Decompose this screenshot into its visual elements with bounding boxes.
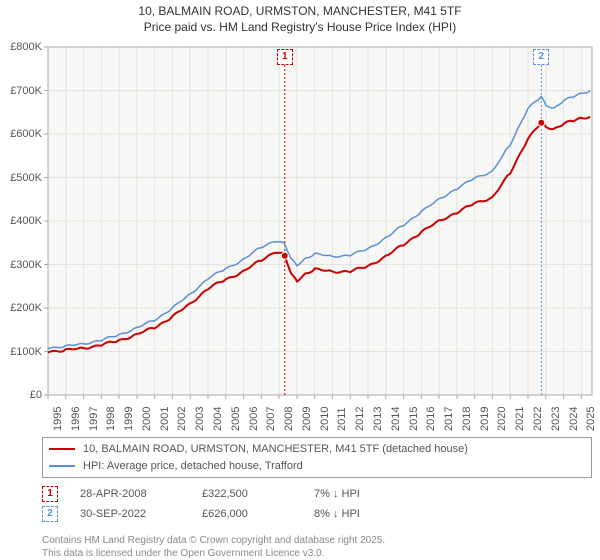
x-tick-label: 2004 xyxy=(212,407,224,431)
y-tick-label: £300K xyxy=(10,259,42,271)
x-tick-label: 2001 xyxy=(159,407,171,431)
annotation-marker: 2 xyxy=(42,506,58,522)
annotation-price: £626,000 xyxy=(202,508,292,520)
legend-row: 10, BALMAIN ROAD, URMSTON, MANCHESTER, M… xyxy=(49,441,585,458)
x-tick-label: 2003 xyxy=(194,407,206,431)
x-tick-label: 2007 xyxy=(265,407,277,431)
annotation-delta: 8% ↓ HPI xyxy=(314,508,404,520)
y-tick-label: £800K xyxy=(10,41,42,53)
x-tick-label: 2013 xyxy=(372,407,384,431)
x-tick-label: 2008 xyxy=(283,407,295,431)
annotation-row: 1 28-APR-2008 £322,500 7% ↓ HPI xyxy=(42,484,592,504)
x-tick-label: 2021 xyxy=(514,407,526,431)
x-tick-label: 2015 xyxy=(408,407,420,431)
chart-marker-2: 2 xyxy=(533,49,549,65)
legend-label: 10, BALMAIN ROAD, URMSTON, MANCHESTER, M… xyxy=(83,441,468,458)
chart-svg xyxy=(0,35,600,435)
x-tick-label: 1997 xyxy=(88,407,100,431)
y-tick-label: £500K xyxy=(10,172,42,184)
y-tick-label: £400K xyxy=(10,215,42,227)
annotation-marker: 1 xyxy=(42,486,58,502)
annotation-date: 28-APR-2008 xyxy=(80,488,180,500)
y-tick-label: £0 xyxy=(30,389,42,401)
x-tick-label: 2016 xyxy=(425,407,437,431)
annotation-table: 1 28-APR-2008 £322,500 7% ↓ HPI 2 30-SEP-2022… xyxy=(42,484,592,524)
annotation-price: £322,500 xyxy=(202,488,292,500)
x-tick-label: 2018 xyxy=(461,407,473,431)
x-tick-label: 2002 xyxy=(176,407,188,431)
x-tick-label: 2012 xyxy=(354,407,366,431)
x-tick-label: 1996 xyxy=(70,407,82,431)
legend-label: HPI: Average price, detached house, Traf… xyxy=(83,458,303,475)
legend-swatch xyxy=(49,465,75,467)
legend-row: HPI: Average price, detached house, Traf… xyxy=(49,458,585,475)
x-tick-label: 2009 xyxy=(301,407,313,431)
footnote-line-1: Contains HM Land Registry data © Crown c… xyxy=(42,534,592,547)
chart-marker-1: 1 xyxy=(277,49,293,65)
annotation-date: 30-SEP-2022 xyxy=(80,508,180,520)
x-tick-label: 2014 xyxy=(390,407,402,431)
x-tick-label: 2017 xyxy=(443,407,455,431)
x-tick-label: 2022 xyxy=(532,407,544,431)
x-tick-label: 2023 xyxy=(550,407,562,431)
legend-swatch xyxy=(49,448,75,450)
x-tick-label: 2019 xyxy=(479,407,491,431)
x-tick-label: 2020 xyxy=(496,407,508,431)
x-tick-label: 1999 xyxy=(123,407,135,431)
chart-area: £0 £100K £200K £300K £400K £500K £600K £700K £80… xyxy=(0,35,600,435)
y-tick-label: £600K xyxy=(10,128,42,140)
title-line-1: 10, BALMAIN ROAD, URMSTON, MANCHESTER, M… xyxy=(0,4,600,20)
x-tick-label: 2006 xyxy=(248,407,260,431)
chart-title-block: 10, BALMAIN ROAD, URMSTON, MANCHESTER, M… xyxy=(0,0,600,35)
x-tick-label: 2000 xyxy=(141,407,153,431)
annotation-delta: 7% ↓ HPI xyxy=(314,488,404,500)
x-tick-label: 2025 xyxy=(585,407,597,431)
x-tick-label: 1995 xyxy=(52,407,64,431)
y-tick-label: £100K xyxy=(10,346,42,358)
footnote-line-2: This data is licensed under the Open Gov… xyxy=(42,547,592,560)
x-tick-label: 2024 xyxy=(568,407,580,431)
x-tick-label: 2005 xyxy=(230,407,242,431)
annotation-row: 2 30-SEP-2022 £626,000 8% ↓ HPI xyxy=(42,504,592,524)
footnote: Contains HM Land Registry data © Crown c… xyxy=(42,534,592,560)
x-tick-label: 2010 xyxy=(319,407,331,431)
x-tick-label: 1998 xyxy=(105,407,117,431)
y-tick-label: £700K xyxy=(10,85,42,97)
legend: 10, BALMAIN ROAD, URMSTON, MANCHESTER, M… xyxy=(42,437,592,478)
x-tick-label: 2011 xyxy=(336,408,348,432)
y-tick-label: £200K xyxy=(10,302,42,314)
title-line-2: Price paid vs. HM Land Registry's House … xyxy=(0,20,600,36)
